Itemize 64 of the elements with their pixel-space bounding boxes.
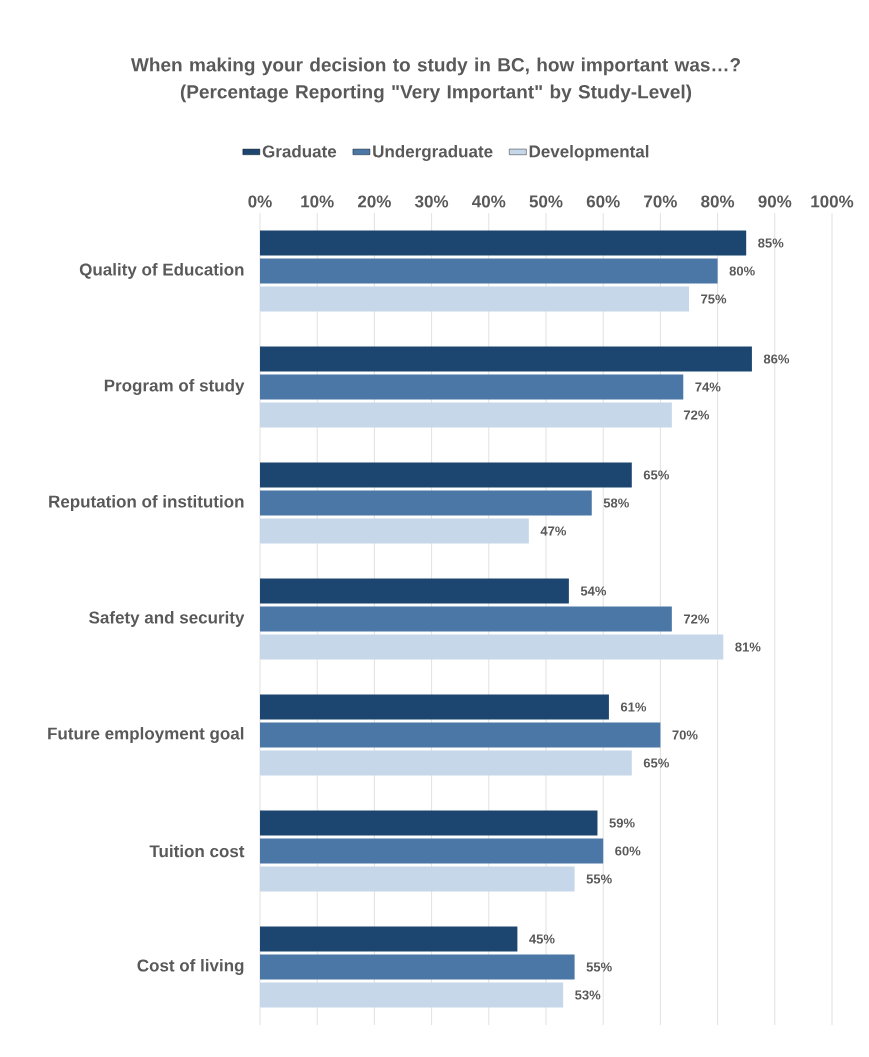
bar bbox=[260, 606, 672, 632]
bar bbox=[260, 402, 672, 428]
x-tick-label: 0% bbox=[248, 195, 272, 208]
legend-label: Undergraduate bbox=[373, 145, 493, 161]
x-tick-label: 90% bbox=[758, 195, 792, 208]
data-label: 80% bbox=[729, 266, 755, 276]
data-label: 72% bbox=[683, 614, 710, 624]
x-tick-label: 20% bbox=[357, 195, 391, 208]
y-tick-label: Reputation of institution bbox=[49, 495, 244, 511]
bar bbox=[260, 578, 569, 604]
bar bbox=[260, 490, 592, 516]
data-label: 53% bbox=[575, 990, 601, 1000]
y-tick-label: Program of study bbox=[104, 379, 245, 395]
bar bbox=[260, 518, 529, 544]
x-tick-label: 40% bbox=[472, 195, 506, 208]
x-tick-label: 50% bbox=[529, 195, 563, 208]
x-tick-label: 10% bbox=[301, 195, 334, 208]
bar bbox=[260, 866, 575, 892]
y-tick-label: Quality of Education bbox=[79, 263, 244, 279]
data-label: 54% bbox=[580, 586, 607, 596]
data-label: 47% bbox=[540, 526, 567, 536]
data-label: 74% bbox=[695, 382, 721, 392]
x-tick-label: 70% bbox=[644, 195, 677, 208]
bar bbox=[260, 694, 609, 720]
data-label: 75% bbox=[701, 294, 727, 304]
y-tick-label: Tuition cost bbox=[149, 844, 245, 858]
data-label: 70% bbox=[672, 730, 698, 740]
bar bbox=[260, 722, 661, 748]
x-tick-label: 80% bbox=[701, 195, 735, 208]
legend-label: Graduate bbox=[262, 145, 337, 158]
x-tick-label: 60% bbox=[586, 195, 620, 208]
data-label: 60% bbox=[615, 846, 641, 856]
y-tick-label: Future employment goal bbox=[48, 727, 244, 743]
data-label: 72% bbox=[683, 410, 710, 420]
chart-title: When making your decision to study in BC, how important was…? (Percentage Reporting "Very Important" by Study-Level) bbox=[130, 57, 740, 103]
data-label: 65% bbox=[643, 758, 669, 768]
data-label: 55% bbox=[586, 962, 612, 972]
bar bbox=[260, 258, 718, 284]
bar bbox=[260, 926, 518, 952]
y-tick-label: Cost of living bbox=[137, 959, 244, 975]
bar bbox=[260, 634, 724, 660]
data-label: 59% bbox=[609, 818, 635, 828]
bar bbox=[260, 838, 604, 864]
bar bbox=[260, 462, 632, 488]
data-label: 85% bbox=[758, 238, 784, 248]
bar bbox=[260, 982, 564, 1008]
bar bbox=[260, 750, 632, 776]
data-label: 81% bbox=[735, 642, 761, 652]
bar bbox=[260, 954, 575, 980]
data-label: 61% bbox=[620, 702, 647, 712]
bar bbox=[260, 374, 684, 400]
data-label: 55% bbox=[586, 874, 612, 884]
x-tick-label: 100% bbox=[811, 195, 854, 208]
bar bbox=[260, 230, 747, 256]
x-tick-label: 30% bbox=[414, 195, 449, 208]
data-label: 45% bbox=[529, 934, 555, 944]
legend-label: Developmental bbox=[529, 145, 649, 161]
data-label: 65% bbox=[643, 470, 669, 480]
bar bbox=[260, 346, 752, 372]
data-label: 58% bbox=[603, 498, 629, 508]
bar bbox=[260, 810, 598, 836]
bar bbox=[260, 286, 689, 312]
y-tick-label: Safety and security bbox=[89, 611, 245, 627]
data-label: 86% bbox=[763, 354, 790, 364]
